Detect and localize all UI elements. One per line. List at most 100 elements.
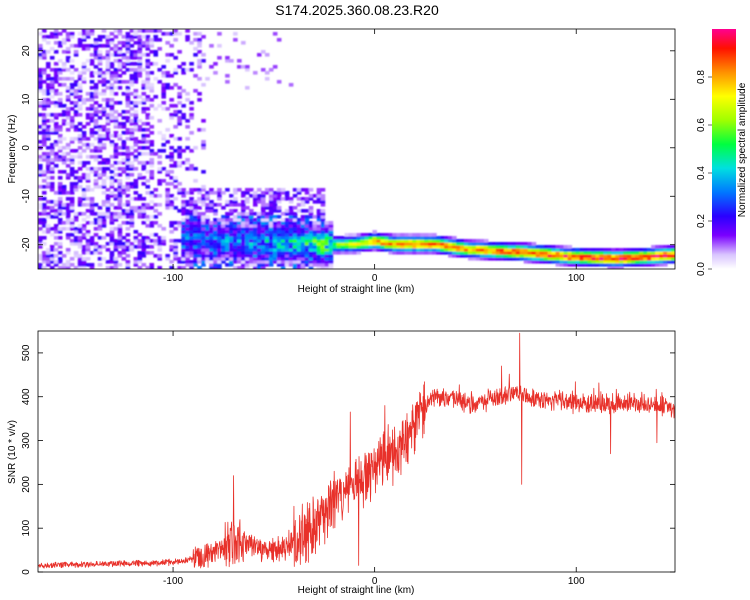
heatmap-cell [643,260,648,264]
heatmap-cell [165,32,170,36]
heatmap-cell [97,80,103,84]
heatmap-cell [177,209,182,213]
heatmap-cell [149,50,155,54]
heatmap-cell [153,50,159,54]
heatmap-cell [491,242,497,246]
heatmap-cell [555,245,561,249]
heatmap-cell [260,263,266,267]
heatmap-cell [93,179,99,183]
heatmap-cell [201,239,206,243]
heatmap-cell [77,95,83,99]
heatmap-cell [105,158,111,162]
heatmap-cell [483,242,489,246]
heatmap-cell [145,62,151,66]
heatmap-cell [316,230,322,234]
heatmap-cell [137,257,143,261]
heatmap-cell [209,206,214,210]
heatmap-cell [499,257,505,261]
heatmap-cell [475,245,481,249]
heatmap-cell [579,251,585,255]
heatmap-cell [237,188,242,192]
heatmap-cell [515,251,521,255]
heatmap-cell [284,224,290,228]
heatmap-cell [133,116,139,120]
heatmap-cell [85,155,91,159]
heatmap-cell [467,245,473,249]
heatmap-cell [249,227,254,231]
heatmap-cell [249,224,254,228]
heatmap-cell [276,224,282,228]
heatmap-cell [81,137,87,141]
heatmap-cell [471,239,477,243]
heatmap-cell [129,29,135,33]
heatmap-cell [328,224,334,228]
colorbar: 0.00.20.40.60.8 Normalized spectral ampl… [696,29,748,276]
heatmap-cell [304,188,310,192]
heatmap-cell [45,62,51,66]
heatmap-cell [65,110,71,114]
heatmap-cell [300,245,306,249]
heatmap-cell [61,161,67,165]
heatmap-cell [65,158,71,162]
heatmap-cell [125,41,131,45]
heatmap-cell [217,221,222,225]
heatmap-cell [97,92,103,96]
heatmap-cell [105,200,111,204]
heatmap-cell [45,137,51,141]
heatmap-cell [85,29,91,33]
heatmap-cell [129,128,135,132]
heatmap-cell [125,62,131,66]
heatmap-cell [201,260,206,264]
heatmap-cell [181,239,186,243]
heatmap-cell [316,260,322,264]
heatmap-cell [189,248,194,252]
heatmap-cell [663,245,668,249]
heatmap-cell [149,161,155,165]
heatmap-cell [145,161,151,165]
heatmap-cell [400,251,405,255]
heatmap-cell [316,221,322,225]
heatmap-cell [73,137,79,141]
heatmap-cell [237,218,242,222]
heatmap-cell [153,152,159,156]
heatmap-cell [368,242,374,246]
heatmap-cell [308,206,314,210]
heatmap-cell [189,167,194,171]
heatmap-cell [507,254,513,258]
heatmap-cell [109,242,115,246]
heatmap-cell [197,38,202,42]
heatmap-cell [667,248,672,252]
heatmap-cell [483,239,489,243]
heatmap-cell [189,245,194,249]
heatmap-cell [77,107,83,111]
heatmap-cell [280,242,286,246]
heatmap-cell [575,251,581,255]
heatmap-cell [121,167,127,171]
heatmap-cell [523,254,529,258]
heatmap-cell [280,236,286,240]
heatmap-cell [543,257,549,261]
heatmap-cell [165,257,170,261]
heatmap-cell [181,209,186,213]
heatmap-cell [97,137,103,141]
heatmap-cell [81,47,87,51]
heatmap-cell [531,251,537,255]
heatmap-cell [97,218,103,222]
heatmap-cell [611,263,616,267]
heatmap-cell [141,239,147,243]
heatmap-cell [185,254,190,258]
heatmap-cell [85,92,91,96]
heatmap-cell [81,44,87,48]
heatmap-cell [587,263,592,267]
heatmap-cell [61,221,67,225]
heatmap-cell [579,257,585,261]
heatmap-cell [272,254,278,258]
heatmap-cell [41,191,47,195]
heatmap-cell [276,191,282,195]
heatmap-cell [53,116,59,120]
heatmap-cell [81,62,87,66]
heatmap-cell [276,206,282,210]
heatmap-cell [511,248,517,252]
heatmap-cell [81,35,87,39]
